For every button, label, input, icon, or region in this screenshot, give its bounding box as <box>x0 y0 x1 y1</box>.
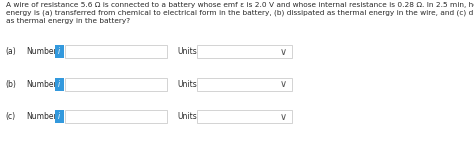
FancyBboxPatch shape <box>55 45 64 58</box>
Text: Units: Units <box>178 112 198 121</box>
FancyBboxPatch shape <box>65 78 167 91</box>
Text: Units: Units <box>178 47 198 56</box>
Text: Number: Number <box>26 80 57 89</box>
Text: ∨: ∨ <box>279 112 287 122</box>
Text: i: i <box>58 47 60 56</box>
FancyBboxPatch shape <box>55 78 64 91</box>
Text: Number: Number <box>26 112 57 121</box>
Text: A wire of resistance 5.6 Ω is connected to a battery whose emf ε is 2.0 V and wh: A wire of resistance 5.6 Ω is connected … <box>6 2 474 24</box>
Text: (a): (a) <box>6 47 17 56</box>
FancyBboxPatch shape <box>55 110 64 123</box>
Text: (b): (b) <box>6 80 17 89</box>
FancyBboxPatch shape <box>197 110 292 123</box>
Text: Units: Units <box>178 80 198 89</box>
FancyBboxPatch shape <box>197 78 292 91</box>
Text: (c): (c) <box>6 112 16 121</box>
Text: i: i <box>58 80 60 89</box>
FancyBboxPatch shape <box>65 110 167 123</box>
FancyBboxPatch shape <box>65 45 167 58</box>
Text: ∨: ∨ <box>279 79 287 89</box>
FancyBboxPatch shape <box>197 45 292 58</box>
Text: ∨: ∨ <box>279 47 287 57</box>
Text: Number: Number <box>26 47 57 56</box>
Text: i: i <box>58 112 60 121</box>
